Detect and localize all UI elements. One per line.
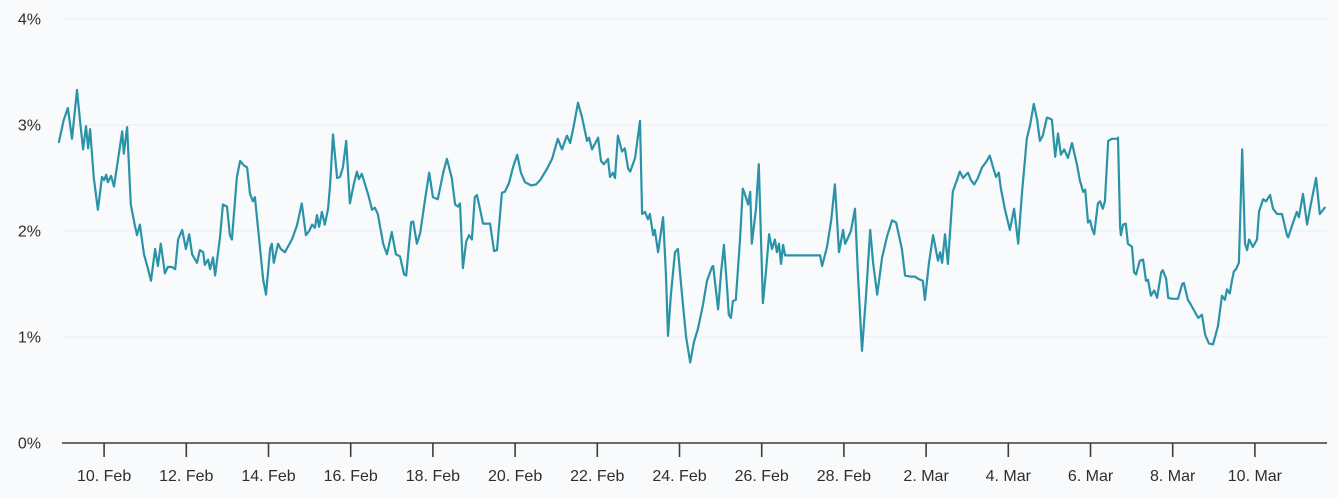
x-tick-label-10-mar: 10. Mar: [1228, 468, 1283, 485]
y-tick-label-0pct: 0%: [18, 436, 41, 453]
x-tick-label-16-feb: 16. Feb: [324, 468, 378, 485]
x-tick-label-6-mar: 6. Mar: [1068, 468, 1114, 485]
x-tick-label-26-feb: 26. Feb: [735, 468, 789, 485]
y-axis-labels: 0% 1% 2% 3% 4%: [18, 12, 41, 453]
x-tick-label-24-feb: 24. Feb: [652, 468, 706, 485]
x-axis-labels: 10. Feb 12. Feb 14. Feb 16. Feb 18. Feb 20. F…: [77, 468, 1283, 485]
series-path-rate: [57, 88, 1326, 364]
x-axis: [62, 442, 1327, 457]
x-tick-label-20-feb: 20. Feb: [488, 468, 542, 485]
x-tick-label-22-feb: 22. Feb: [570, 468, 624, 485]
x-tick-label-4-mar: 4. Mar: [986, 468, 1032, 485]
y-tick-label-1pct: 1%: [18, 330, 41, 347]
x-tick-label-12-feb: 12. Feb: [159, 468, 213, 485]
series-line: [57, 88, 1326, 364]
x-tick-label-2-mar: 2. Mar: [903, 468, 949, 485]
x-tick-label-28-feb: 28. Feb: [817, 468, 871, 485]
y-tick-label-2pct: 2%: [18, 224, 41, 241]
x-tick-label-10-feb: 10. Feb: [77, 468, 131, 485]
gridlines: [62, 18, 1327, 338]
y-tick-label-4pct: 4%: [18, 12, 41, 29]
x-tick-label-14-feb: 14. Feb: [241, 468, 295, 485]
y-tick-label-3pct: 3%: [18, 118, 41, 135]
x-tick-label-18-feb: 18. Feb: [406, 468, 460, 485]
x-tick-label-8-mar: 8. Mar: [1150, 468, 1196, 485]
